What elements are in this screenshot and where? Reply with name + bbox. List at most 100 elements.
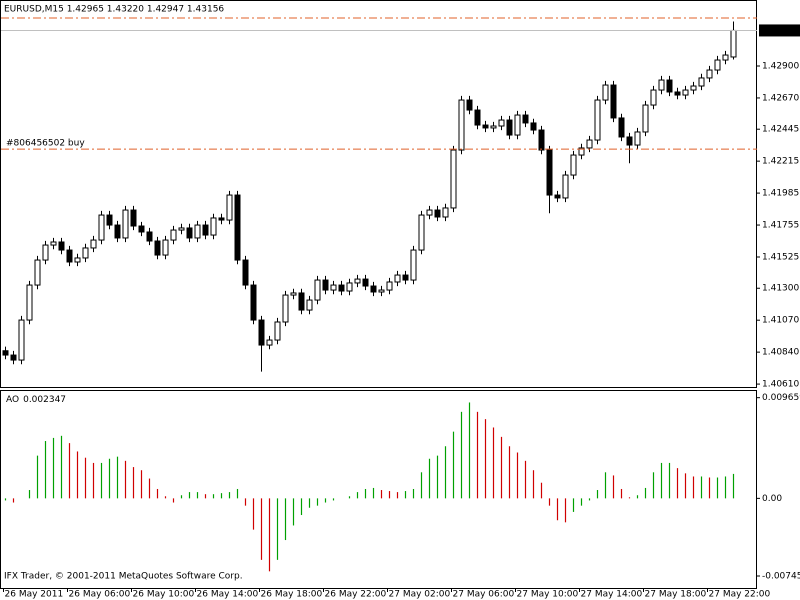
candle-body (578, 147, 585, 156)
candle-body (10, 354, 17, 361)
candle-body (674, 91, 681, 96)
candle-body (442, 207, 449, 218)
candle-body (562, 174, 569, 199)
indicator-name: AO (6, 395, 19, 405)
candle-body (650, 89, 657, 106)
candle-body (234, 194, 241, 261)
candle-body (434, 209, 441, 218)
candle-body (394, 274, 401, 283)
candle-body (586, 139, 593, 149)
candle-body (722, 54, 729, 61)
candle-body (418, 214, 425, 251)
candle-body (642, 104, 649, 133)
y-tick-label: 1.42900 (762, 62, 799, 72)
x-tick-label: 26 May 22:00 (325, 590, 387, 600)
candle-body (626, 136, 633, 146)
candle-body (258, 319, 265, 346)
y-tick-label: 1.40610 (762, 380, 799, 390)
bid-label: 1.43156 (762, 26, 799, 36)
bid-tag (759, 24, 800, 37)
candle-body (266, 339, 273, 346)
candle-body (530, 122, 537, 131)
candle-body (602, 84, 609, 101)
candle-body (610, 84, 617, 119)
y-tick-label: 1.41755 (762, 221, 799, 231)
candle-body (698, 77, 705, 87)
x-tick-label: 26 May 18:00 (261, 590, 323, 600)
y-tick-label: -0.00745 (762, 572, 800, 582)
candle-body (522, 114, 529, 124)
candle-body (26, 284, 33, 321)
candle-body (730, 29, 737, 58)
candle-body (18, 319, 25, 361)
x-tick-label: 26 May 2011 (5, 590, 64, 600)
candle-body (554, 194, 561, 199)
indicator-value: 0.002347 (23, 395, 66, 405)
candle-body (458, 99, 465, 151)
candle-body (154, 240, 161, 256)
candle-body (218, 217, 225, 221)
y-tick-label: 1.42445 (762, 125, 799, 135)
candle-body (298, 292, 305, 311)
candle-body (666, 79, 673, 93)
candle-body (282, 294, 289, 323)
candle-body (186, 227, 193, 239)
candle-body (170, 229, 177, 241)
candle-body (594, 99, 601, 141)
candle-body (538, 129, 545, 151)
candle-body (474, 109, 481, 126)
candle-body (714, 59, 721, 71)
candle-body (290, 292, 297, 296)
candle-body (194, 224, 201, 239)
candle-body (74, 257, 81, 263)
candle-body (226, 194, 233, 221)
candle-body (482, 124, 489, 129)
candle-body (98, 214, 105, 241)
y-tick-label: 0.009659 (762, 393, 800, 403)
candle-body (690, 85, 697, 91)
candle-body (162, 239, 169, 256)
candle-body (2, 350, 9, 356)
candle-body (306, 299, 313, 311)
y-tick-label: 0.00 (762, 494, 782, 504)
candle-body (490, 125, 497, 129)
candle-body (706, 69, 713, 79)
candle-body (50, 241, 57, 246)
y-tick-label: 1.41070 (762, 316, 799, 326)
candle-body (250, 284, 257, 321)
candle-body (106, 214, 113, 226)
y-tick-label: 1.41300 (762, 284, 799, 294)
candle-body (58, 241, 65, 251)
candle-body (426, 209, 433, 216)
candle-body (402, 274, 409, 281)
candle-body (346, 282, 353, 292)
order-label: #806456502 buy (6, 139, 85, 149)
candle-body (242, 259, 249, 286)
x-tick-label: 27 May 14:00 (581, 590, 643, 600)
candle-body (570, 154, 577, 176)
candle-body (34, 259, 41, 286)
candle-body (450, 149, 457, 209)
candle-body (210, 217, 217, 236)
candle-body (682, 89, 689, 96)
y-tick-label: 1.41985 (762, 189, 799, 199)
candle-body (42, 244, 49, 261)
candle-body (122, 209, 129, 239)
candle-body (82, 247, 89, 259)
indicator-title: AO 0.002347 (6, 395, 66, 405)
candle-body (634, 131, 641, 146)
candle-body (546, 149, 553, 196)
x-tick-label: 26 May 10:00 (133, 590, 195, 600)
candle-body (354, 278, 361, 284)
candle-body (370, 285, 377, 293)
candle-body (658, 79, 665, 91)
candle-body (274, 321, 281, 341)
candle-body (618, 117, 625, 138)
x-tick-label: 26 May 06:00 (69, 590, 131, 600)
candle-body (466, 99, 473, 111)
candle-body (314, 279, 321, 301)
x-tick-label: 27 May 18:00 (645, 590, 707, 600)
y-tick-label: 1.42670 (762, 93, 799, 103)
candle-body (330, 284, 337, 291)
